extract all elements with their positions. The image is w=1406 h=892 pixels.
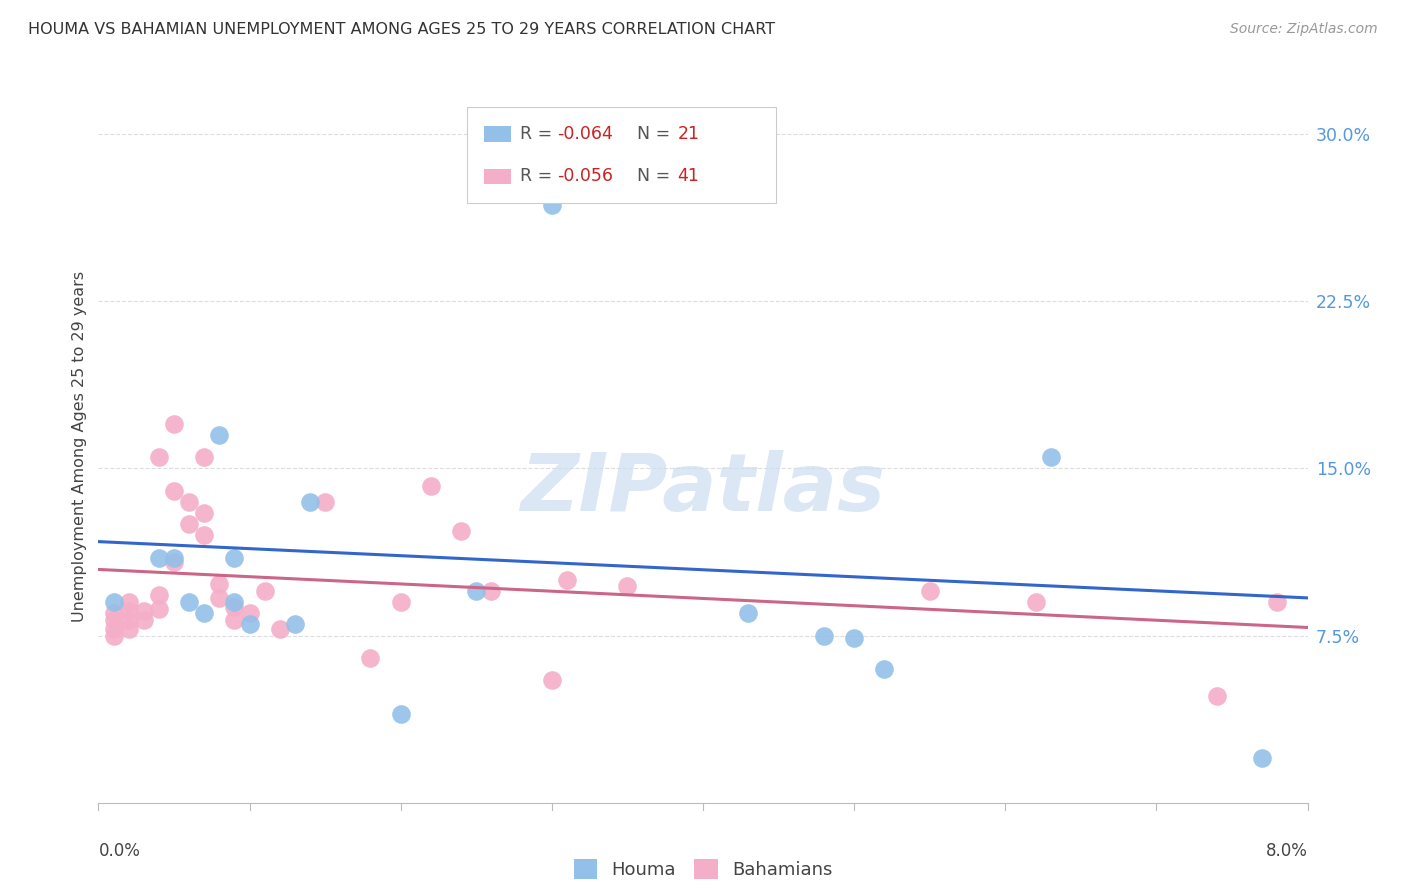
Point	[208, 427, 231, 442]
Point	[1206, 689, 1229, 703]
Point	[224, 595, 246, 609]
Point	[148, 589, 170, 603]
FancyBboxPatch shape	[467, 107, 776, 203]
Point	[360, 651, 382, 665]
Text: -0.064: -0.064	[557, 125, 613, 143]
Point	[918, 583, 941, 598]
Point	[1267, 595, 1289, 609]
Text: 0.0%: 0.0%	[98, 842, 141, 860]
Point	[873, 662, 896, 676]
Point	[1025, 595, 1047, 609]
Point	[163, 483, 186, 498]
Point	[208, 577, 231, 591]
Point	[314, 494, 336, 508]
Point	[163, 550, 186, 565]
Point	[269, 622, 291, 636]
Point	[103, 613, 125, 627]
Point	[813, 628, 835, 642]
Text: N =: N =	[626, 125, 675, 143]
Point	[148, 602, 170, 616]
Point	[118, 604, 141, 618]
Text: ZIPatlas: ZIPatlas	[520, 450, 886, 528]
Point	[737, 607, 759, 621]
Point	[541, 198, 564, 212]
Point	[299, 494, 322, 508]
Point	[420, 479, 443, 493]
Point	[465, 583, 488, 598]
Text: R =: R =	[520, 125, 558, 143]
Point	[103, 628, 125, 642]
Text: 41: 41	[678, 168, 699, 186]
Point	[1039, 450, 1062, 465]
Text: 21: 21	[678, 125, 700, 143]
Text: Source: ZipAtlas.com: Source: ZipAtlas.com	[1230, 22, 1378, 37]
Point	[224, 613, 246, 627]
Point	[844, 631, 866, 645]
Point	[555, 573, 578, 587]
Point	[103, 595, 125, 609]
Point	[450, 524, 472, 538]
Point	[118, 613, 141, 627]
Y-axis label: Unemployment Among Ages 25 to 29 years: Unemployment Among Ages 25 to 29 years	[72, 270, 87, 622]
Point	[208, 591, 231, 605]
Text: HOUMA VS BAHAMIAN UNEMPLOYMENT AMONG AGES 25 TO 29 YEARS CORRELATION CHART: HOUMA VS BAHAMIAN UNEMPLOYMENT AMONG AGE…	[28, 22, 775, 37]
Point	[193, 506, 215, 520]
Point	[118, 622, 141, 636]
Point	[239, 607, 262, 621]
Point	[148, 550, 170, 565]
Point	[1251, 751, 1274, 765]
Point	[132, 613, 155, 627]
Point	[103, 622, 125, 636]
Point	[239, 617, 262, 632]
Point	[284, 617, 307, 632]
Point	[481, 583, 503, 598]
Point	[193, 450, 215, 465]
Point	[132, 604, 155, 618]
Point	[179, 595, 201, 609]
Text: N =: N =	[626, 168, 675, 186]
Legend: Houma, Bahamians: Houma, Bahamians	[567, 852, 839, 887]
Point	[193, 607, 215, 621]
Point	[148, 450, 170, 465]
Point	[118, 595, 141, 609]
Point	[224, 550, 246, 565]
FancyBboxPatch shape	[484, 126, 510, 142]
Text: 8.0%: 8.0%	[1265, 842, 1308, 860]
Text: R =: R =	[520, 168, 558, 186]
Point	[541, 673, 564, 687]
Point	[555, 178, 578, 192]
Point	[179, 494, 201, 508]
Point	[179, 517, 201, 532]
Point	[103, 607, 125, 621]
FancyBboxPatch shape	[484, 169, 510, 185]
Point	[163, 417, 186, 431]
Point	[389, 706, 412, 721]
Text: -0.056: -0.056	[557, 168, 613, 186]
Point	[389, 595, 412, 609]
Point	[616, 580, 638, 594]
Point	[253, 583, 276, 598]
Point	[193, 528, 215, 542]
Point	[163, 555, 186, 569]
Point	[224, 599, 246, 614]
